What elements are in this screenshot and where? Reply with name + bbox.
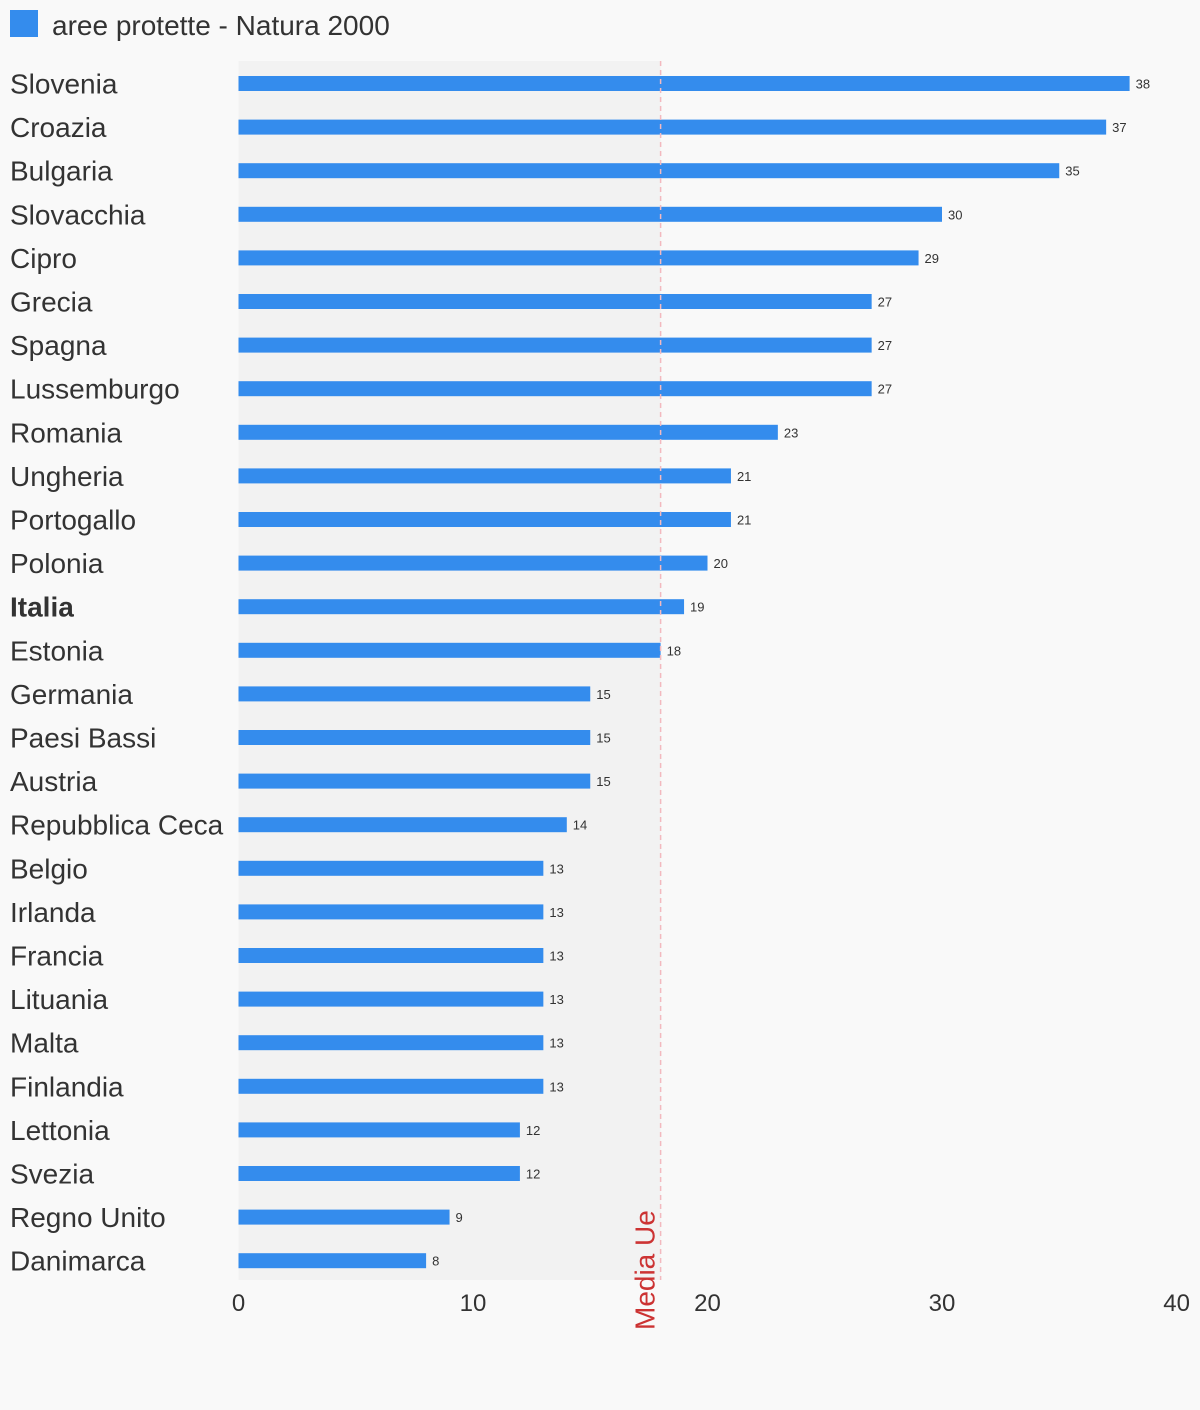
bar-lussemburgo [238, 381, 872, 397]
value-label-portogallo: 21 [737, 513, 751, 528]
bar-slovenia [238, 76, 1130, 91]
category-label-spagna: Spagna [10, 330, 107, 361]
value-label-irlanda: 13 [549, 905, 563, 920]
value-label-repubblica-ceca: 14 [573, 818, 587, 833]
value-label-grecia: 27 [878, 295, 892, 310]
bar-croazia [238, 119, 1107, 135]
x-tick-label-40: 40 [1163, 1290, 1190, 1317]
value-label-italia: 19 [690, 600, 704, 615]
bar-spagna [238, 337, 872, 353]
bar-austria [238, 773, 591, 789]
category-label-cipro: Cipro [10, 243, 77, 274]
bar-slovacchia [238, 206, 942, 222]
category-label-francia: Francia [10, 941, 104, 972]
value-label-estonia: 18 [667, 643, 681, 658]
bar-polonia [238, 555, 708, 571]
bar-bulgaria [238, 163, 1060, 179]
category-label-bulgaria: Bulgaria [10, 156, 113, 187]
category-label-grecia: Grecia [10, 287, 93, 318]
category-label-germania: Germania [10, 679, 133, 710]
bar-francia [238, 948, 544, 963]
category-label-repubblica-ceca: Repubblica Ceca [10, 810, 224, 841]
bar-regno-unito [238, 1209, 450, 1225]
bar-grecia [238, 294, 872, 309]
bars-group [238, 76, 1130, 1269]
value-label-polonia: 20 [714, 556, 728, 571]
bar-lettonia [238, 1122, 520, 1138]
value-label-lussemburgo: 27 [878, 382, 892, 397]
bar-germania [238, 686, 591, 702]
category-label-danimarca: Danimarca [10, 1246, 146, 1277]
value-label-slovenia: 38 [1136, 77, 1150, 92]
category-label-lituania: Lituania [10, 984, 109, 1015]
category-labels-group: Slovenia Croazia Bulgaria Slovacchia Cipro Gr… [10, 69, 224, 1277]
category-label-belgio: Belgio [10, 853, 88, 884]
category-label-irlanda: Irlanda [10, 897, 96, 928]
category-label-slovenia: Slovenia [10, 69, 118, 100]
value-label-belgio: 13 [549, 861, 563, 876]
bar-finlandia [238, 1078, 544, 1094]
value-label-malta: 13 [549, 1036, 563, 1051]
bar-cipro [238, 250, 919, 266]
category-label-austria: Austria [10, 766, 98, 797]
bar-belgio [238, 860, 544, 876]
value-label-croazia: 37 [1112, 120, 1126, 135]
category-label-lussemburgo: Lussemburgo [10, 374, 180, 405]
bar-lituania [238, 991, 544, 1007]
category-label-italia: Italia [10, 592, 74, 623]
bar-malta [238, 1035, 544, 1051]
bar-danimarca [238, 1253, 427, 1269]
bar-estonia [238, 642, 661, 658]
value-label-cipro: 29 [925, 251, 939, 266]
value-label-austria: 15 [596, 774, 610, 789]
value-label-ungheria: 21 [737, 469, 751, 484]
category-label-ungheria: Ungheria [10, 461, 124, 492]
value-label-svezia: 12 [526, 1167, 540, 1182]
value-label-romania: 23 [784, 425, 798, 440]
value-label-paesi-bassi: 15 [596, 731, 610, 746]
bar-ungheria [238, 468, 731, 484]
value-label-slovacchia: 30 [948, 207, 962, 222]
bar-irlanda [238, 904, 544, 920]
value-label-germania: 15 [596, 687, 610, 702]
category-label-romania: Romania [10, 417, 122, 448]
category-label-svezia: Svezia [10, 1159, 94, 1190]
value-label-francia: 13 [549, 949, 563, 964]
bar-paesi-bassi [238, 730, 591, 745]
legend-label: aree protette - Natura 2000 [52, 10, 390, 41]
category-label-portogallo: Portogallo [10, 505, 136, 536]
value-label-lituania: 13 [549, 992, 563, 1007]
value-label-bulgaria: 35 [1065, 164, 1079, 179]
bar-svezia [238, 1166, 520, 1181]
reference-line-label: Media Ue [630, 1210, 661, 1330]
category-label-regno-unito: Regno Unito [10, 1202, 166, 1233]
value-labels-group: 38 37 35 30 29 27 27 27 23 21 21 20 19 18 15 15 15 14 13 13… [432, 77, 1150, 1269]
category-label-malta: Malta [10, 1028, 79, 1059]
category-label-lettonia: Lettonia [10, 1115, 110, 1146]
category-label-slovacchia: Slovacchia [10, 199, 146, 230]
x-tick-label-20: 20 [694, 1290, 721, 1317]
average-band [238, 61, 661, 1280]
category-label-polonia: Polonia [10, 548, 104, 579]
x-tick-label-10: 10 [460, 1290, 487, 1317]
value-label-danimarca: 8 [432, 1254, 439, 1269]
x-tick-label-30: 30 [929, 1290, 956, 1317]
bar-repubblica-ceca [238, 817, 567, 833]
category-label-estonia: Estonia [10, 635, 104, 666]
value-label-spagna: 27 [878, 338, 892, 353]
legend-swatch [10, 10, 38, 37]
bar-portogallo [238, 512, 731, 527]
bar-romania [238, 424, 778, 440]
value-label-lettonia: 12 [526, 1123, 540, 1138]
x-axis-ticks: 0 10 20 30 40 [232, 1290, 1190, 1317]
category-label-paesi-bassi: Paesi Bassi [10, 723, 156, 754]
category-label-finlandia: Finlandia [10, 1071, 124, 1102]
value-label-regno-unito: 9 [456, 1210, 463, 1225]
bar-italia [238, 599, 685, 615]
x-tick-label-0: 0 [232, 1290, 245, 1317]
value-label-finlandia: 13 [549, 1079, 563, 1094]
category-label-croazia: Croazia [10, 112, 107, 143]
